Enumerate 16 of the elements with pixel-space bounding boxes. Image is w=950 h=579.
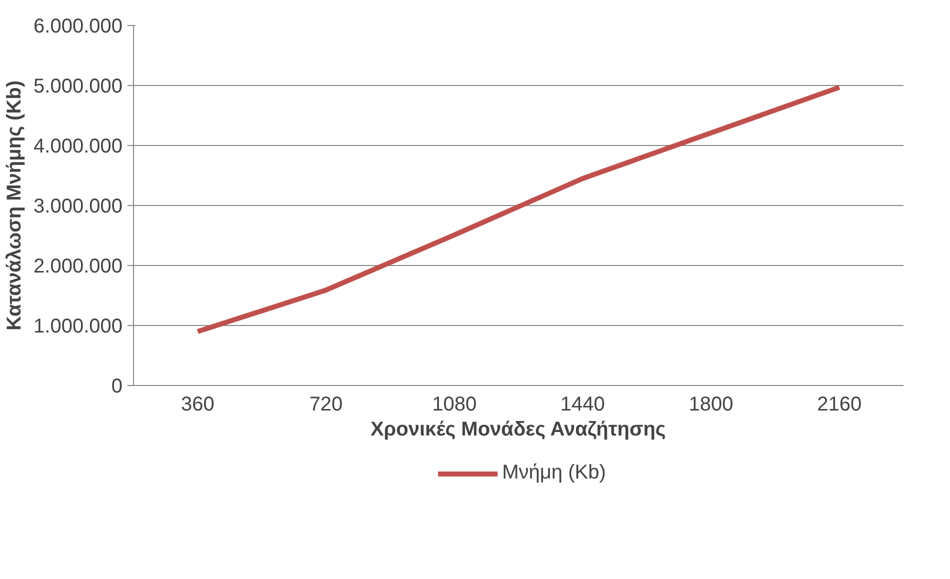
y-tick-label: 1.000.000: [34, 316, 123, 338]
x-tick-label: 1080: [432, 394, 477, 416]
x-axis-title: Χρονικές Μονάδες Αναζήτησης: [370, 418, 666, 440]
x-tick-label: 2160: [817, 394, 862, 416]
legend-label: Μνήμη (Kb): [502, 462, 606, 484]
y-tick-label: 5.000.000: [34, 76, 123, 98]
y-tick-label: 6.000.000: [34, 16, 123, 38]
x-tick-label: 1440: [560, 394, 605, 416]
x-tick-label: 360: [180, 394, 214, 416]
y-axis-title: Κατανάλωση Μνήμης (Kb): [4, 80, 26, 330]
y-tick-label: 0: [111, 376, 122, 398]
y-tick-label: 2.000.000: [34, 256, 123, 278]
y-tick-label: 3.000.000: [34, 196, 123, 218]
x-tick-label: 1800: [688, 394, 734, 416]
x-tick-label: 720: [309, 394, 343, 416]
y-tick-label: 4.000.000: [34, 136, 123, 158]
